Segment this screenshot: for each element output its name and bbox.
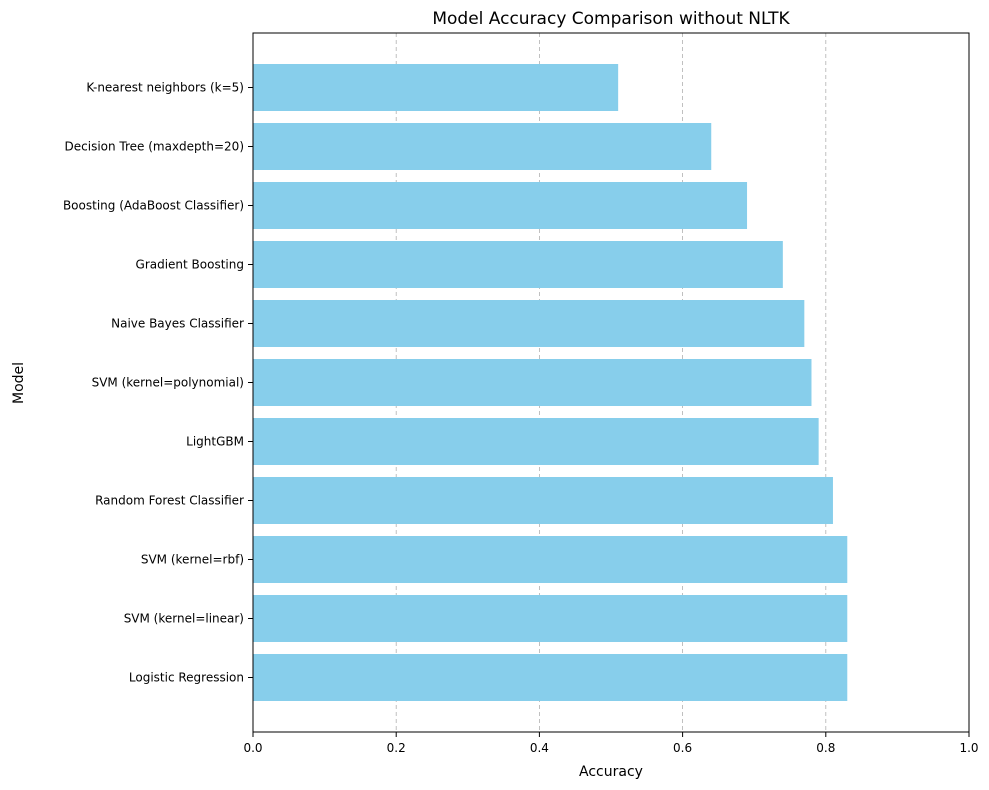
- y-tick-label: LightGBM: [186, 435, 244, 449]
- y-tick-label: Random Forest Classifier: [95, 494, 244, 508]
- y-axis-label: Model: [11, 362, 27, 404]
- x-axis-ticks: 0.0 0.2 0.4 0.6 0.8 1.0: [243, 732, 979, 755]
- bars: [253, 64, 848, 701]
- x-axis-label: Accuracy: [579, 764, 643, 780]
- y-tick-label: SVM (kernel=polynomial): [92, 376, 244, 390]
- x-tick-label: 0.6: [673, 741, 692, 755]
- x-tick-label: 0.8: [816, 741, 835, 755]
- y-tick-label: Logistic Regression: [129, 671, 244, 685]
- y-axis-ticks: Logistic Regression SVM (kernel=linear) SV…: [63, 81, 253, 685]
- y-tick-label: SVM (kernel=rbf): [141, 553, 244, 567]
- y-tick-label: Decision Tree (maxdepth=20): [65, 140, 244, 154]
- y-tick-label: Naive Bayes Classifier: [111, 317, 244, 331]
- x-tick-label: 0.2: [387, 741, 406, 755]
- bar: [253, 536, 848, 583]
- bar: [253, 359, 812, 406]
- x-tick-label: 0.4: [530, 741, 549, 755]
- y-tick-label: SVM (kernel=linear): [124, 612, 244, 626]
- bar: [253, 654, 848, 701]
- y-tick-label: K-nearest neighbors (k=5): [86, 81, 244, 95]
- bar: [253, 477, 833, 524]
- x-tick-label: 0.0: [243, 741, 262, 755]
- bar: [253, 595, 848, 642]
- x-tick-label: 1.0: [959, 741, 978, 755]
- bar: [253, 182, 748, 229]
- y-tick-label: Gradient Boosting: [136, 258, 244, 272]
- bar: [253, 300, 805, 347]
- bar: [253, 418, 819, 465]
- bar: [253, 64, 619, 111]
- bar: [253, 241, 783, 288]
- bar: [253, 123, 712, 170]
- y-tick-label: Boosting (AdaBoost Classifier): [63, 199, 244, 213]
- chart-title: Model Accuracy Comparison without NLTK: [432, 9, 790, 29]
